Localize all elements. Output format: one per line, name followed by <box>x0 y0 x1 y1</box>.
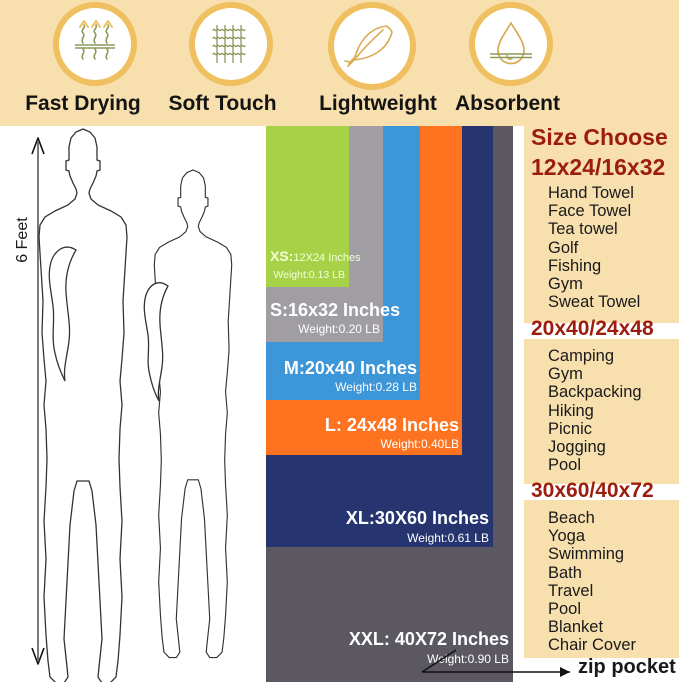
svg-text:6 Feet: 6 Feet <box>14 217 31 263</box>
